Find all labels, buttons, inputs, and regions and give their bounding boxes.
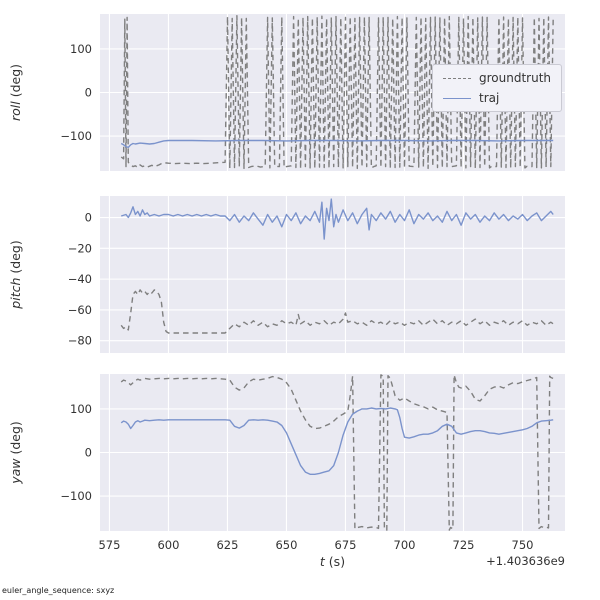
roll-traj-line (120, 139, 554, 149)
xtick-label: 650 (275, 538, 297, 552)
dashed-line-sample-icon (443, 77, 471, 79)
pitch-traj-line (120, 198, 554, 240)
pitch-subplot: 0 −20 −40 −60 −80 pitch (deg) (8, 196, 565, 353)
pitch-ytick-label: −60 (68, 303, 92, 317)
pitch-ytick-label: −40 (68, 272, 92, 286)
pitch-axis-label: pitch (deg) (8, 240, 23, 309)
xtick-label: 575 (98, 538, 120, 552)
roll-axis-label: roll (deg) (8, 64, 23, 121)
pitch-ytick-label: −20 (68, 241, 92, 255)
legend-label: traj (479, 91, 500, 105)
roll-ytick-label: 0 (85, 86, 92, 100)
yaw-subplot: 100 0 −100 575 600 625 650 675 700 725 750 yaw (deg… (8, 374, 565, 552)
pitch-ytick-label: −80 (68, 334, 92, 348)
pitch-panel (100, 196, 565, 353)
solid-line-sample-icon (443, 97, 471, 99)
roll-groundtruth-line (120, 15, 554, 170)
x-axis-label-unit: (s) (324, 554, 346, 569)
xtick-label: 700 (394, 538, 416, 552)
legend-item-groundtruth: groundtruth (443, 71, 551, 85)
yaw-traj-line (120, 407, 554, 475)
yaw-ytick-label: 0 (85, 446, 92, 460)
yaw-ytick-label: 100 (70, 402, 92, 416)
pitch-ytick-label: 0 (85, 211, 92, 225)
xtick-label: 600 (157, 538, 179, 552)
x-axis-label: t (s) (100, 554, 565, 569)
yaw-ytick-label: −100 (60, 489, 92, 503)
euler-sequence-note: euler_angle_sequence: sxyz (2, 586, 115, 595)
yaw-groundtruth-line (120, 374, 554, 531)
xtick-label: 750 (512, 538, 534, 552)
yaw-axis-label: yaw (deg) (8, 421, 23, 485)
xtick-label: 725 (453, 538, 475, 552)
xtick-label: 625 (216, 538, 238, 552)
xtick-label: 675 (335, 538, 357, 552)
legend-label: groundtruth (479, 71, 552, 85)
x-axis-offset-label: +1.403636e9 (486, 554, 565, 568)
x-axis-label-var: t (319, 554, 325, 569)
roll-ytick-label: −100 (60, 129, 92, 143)
legend-item-traj: traj (443, 91, 551, 105)
pitch-groundtruth-line (120, 289, 554, 334)
legend: groundtruth traj (432, 64, 563, 112)
roll-ytick-label: 100 (70, 42, 92, 56)
